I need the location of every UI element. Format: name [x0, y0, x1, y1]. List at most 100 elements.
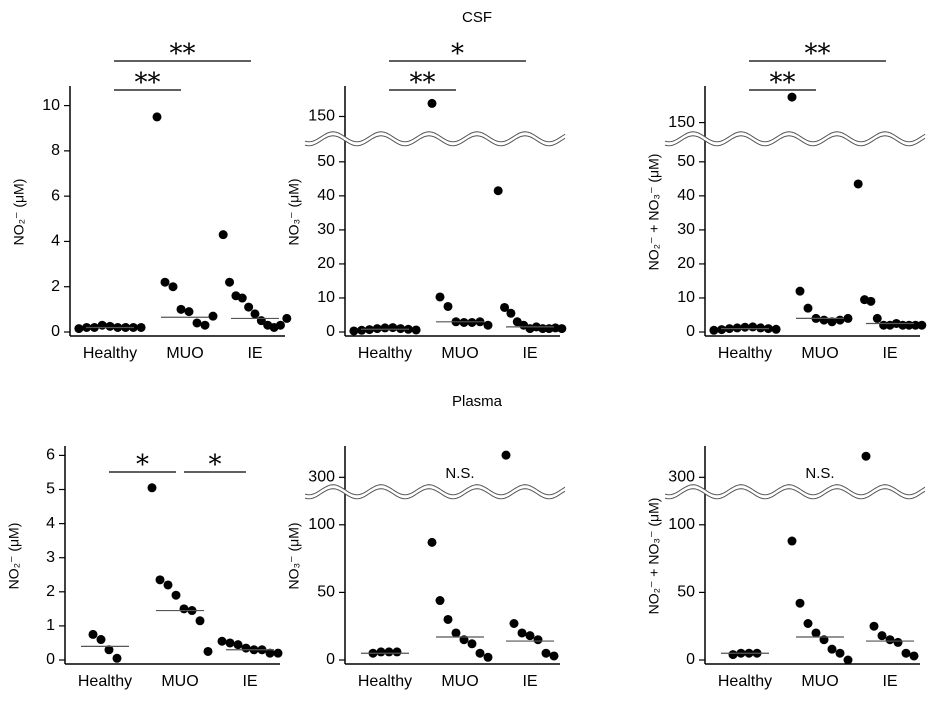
data-point — [803, 303, 813, 313]
data-point — [427, 98, 437, 108]
significance-label: * — [451, 39, 464, 69]
axis-break — [304, 488, 566, 500]
y-tick-label: 6 — [51, 187, 60, 204]
y-tick-label: 0 — [46, 651, 55, 668]
data-point — [96, 635, 106, 645]
x-tick-label: Healthy — [83, 345, 137, 362]
y-tick-label: 4 — [51, 233, 60, 250]
data-point — [483, 320, 493, 330]
y-tick-label: 2 — [46, 583, 55, 600]
y-tick-label: 10 — [42, 97, 60, 114]
x-tick-label: Healthy — [358, 345, 412, 362]
data-point — [218, 230, 228, 240]
data-point — [155, 575, 165, 585]
data-point — [917, 320, 927, 330]
y-tick-label: 6 — [46, 447, 55, 464]
data-point — [250, 309, 260, 319]
data-point — [74, 324, 84, 334]
data-point — [275, 320, 285, 330]
section-title: Plasma — [452, 393, 503, 410]
data-point — [787, 536, 797, 546]
data-point — [203, 646, 213, 656]
data-point — [380, 323, 390, 333]
y-tick-label: 0 — [686, 323, 695, 340]
data-point — [396, 324, 406, 334]
data-point — [811, 628, 821, 638]
x-tick-label: Healthy — [718, 673, 772, 690]
data-point — [795, 598, 805, 608]
y-axis-label: NO₂⁻ + NO₃⁻ (μM) — [646, 498, 662, 615]
data-point — [179, 604, 189, 614]
data-point — [388, 323, 398, 333]
data-point — [709, 325, 719, 335]
x-tick-label: IE — [522, 345, 537, 362]
data-point — [533, 635, 543, 645]
data-point — [384, 647, 394, 657]
data-point — [176, 304, 186, 314]
data-point — [787, 92, 797, 102]
y-tick-label: 1 — [46, 617, 55, 634]
y-axis-label: NO₂⁻ (μM) — [6, 523, 22, 590]
y-tick-label: 0 — [686, 651, 695, 668]
data-point — [160, 277, 170, 287]
data-point — [728, 650, 738, 660]
data-point — [163, 580, 173, 590]
data-point — [869, 621, 879, 631]
data-point — [771, 324, 781, 334]
axis-break-fill — [305, 484, 565, 499]
x-tick-label: MUO — [166, 345, 203, 362]
y-tick-label: 0 — [326, 651, 335, 668]
significance-label: ** — [170, 39, 196, 69]
data-point — [237, 293, 247, 303]
data-point — [500, 302, 510, 312]
data-point — [827, 644, 837, 654]
data-point — [136, 322, 146, 332]
data-point — [819, 315, 829, 325]
data-point — [200, 320, 210, 330]
y-tick-label: 10 — [677, 289, 695, 306]
data-point — [192, 318, 202, 328]
data-point — [217, 636, 227, 646]
data-point — [244, 302, 254, 312]
data-point — [909, 651, 919, 661]
data-point — [171, 590, 181, 600]
y-tick-label: 5 — [46, 481, 55, 498]
data-point — [349, 326, 359, 336]
axis-break — [304, 484, 566, 496]
data-point — [184, 307, 194, 317]
y-tick-label: 0 — [51, 323, 60, 340]
data-point — [717, 325, 727, 335]
data-point — [372, 324, 382, 334]
data-point — [392, 647, 402, 657]
axis-break — [664, 484, 926, 496]
data-point — [885, 635, 895, 645]
y-tick-label: 100 — [308, 516, 335, 533]
data-point — [493, 186, 503, 196]
data-point — [233, 640, 243, 650]
axis-break-fill — [665, 131, 925, 146]
data-point — [525, 631, 535, 641]
y-tick-label: 40 — [317, 187, 335, 204]
x-tick-label: MUO — [161, 673, 198, 690]
y-axis-label: NO₂⁻ + NO₃⁻ (μM) — [646, 154, 662, 271]
axis-break — [304, 135, 566, 147]
y-tick-label: 300 — [308, 469, 335, 486]
data-point — [265, 648, 275, 658]
data-point — [853, 179, 863, 189]
data-point — [88, 629, 98, 639]
x-tick-label: IE — [522, 673, 537, 690]
data-point — [241, 643, 251, 653]
data-point — [168, 282, 178, 292]
data-point — [756, 323, 766, 333]
y-tick-label: 50 — [317, 153, 335, 170]
data-point — [748, 322, 758, 332]
y-tick-label: 30 — [677, 221, 695, 238]
data-point — [506, 308, 516, 318]
y-tick-label: 3 — [46, 549, 55, 566]
y-tick-label: 20 — [317, 255, 335, 272]
axis-break-fill — [665, 484, 925, 499]
data-point — [843, 655, 853, 665]
data-point — [104, 645, 114, 655]
data-point — [549, 651, 559, 661]
